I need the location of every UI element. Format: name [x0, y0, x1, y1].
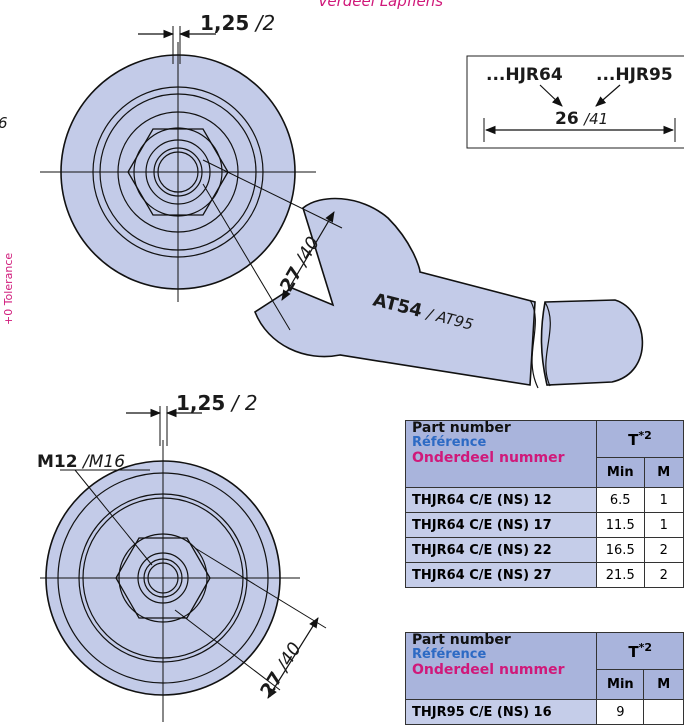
max-cell: 1	[643, 487, 684, 513]
t-header: T*2	[596, 632, 684, 670]
ref-right-label: ...HJR95	[596, 65, 673, 85]
part-number-fr: Référence	[412, 435, 487, 450]
thread-label: M12	[37, 452, 78, 472]
max-cell	[643, 699, 684, 725]
min-cell: 11.5	[595, 512, 645, 538]
part-number-header: Part number Référence Onderdeel nummer	[404, 632, 598, 700]
bottom-nut-assembly	[40, 406, 327, 722]
min-cell: 16.5	[595, 537, 645, 563]
part-number-nl: Onderdeel nummer	[412, 662, 565, 678]
min-cell: 6.5	[595, 487, 645, 513]
svg-text:27 /40: 27 /40	[256, 639, 305, 701]
ref-dim-label: 26	[555, 109, 579, 129]
top-gap-alt-label: /2	[254, 11, 275, 35]
table-row: THJR64 C/E (NS) 22 16.5 2	[405, 537, 684, 563]
table-row: THJR64 C/E (NS) 27 21.5 2	[405, 562, 684, 588]
reference-box-drawing	[466, 55, 684, 149]
bottom-across-flats-label: 27	[256, 668, 287, 700]
top-gap-label: 1,25	[200, 11, 249, 35]
part-cell: THJR64 C/E (NS) 17	[405, 512, 597, 538]
svg-text:27 /40: 27 /40	[276, 233, 324, 295]
svg-text:M12 /M16: M12 /M16	[37, 452, 125, 472]
ref-left-label: ...HJR64	[486, 65, 563, 85]
min-header: Min	[596, 669, 645, 700]
max-header: M	[643, 457, 684, 488]
part-number-fr: Référence	[412, 647, 487, 662]
max-cell: 2	[643, 562, 684, 588]
max-header: M	[643, 669, 684, 700]
part-cell: THJR64 C/E (NS) 12	[405, 487, 597, 513]
part-number-nl: Onderdeel nummer	[412, 450, 565, 466]
t-header: T*2	[595, 420, 684, 458]
max-cell: 2	[643, 537, 684, 563]
svg-text:1,25 /2: 1,25 /2	[200, 11, 275, 35]
part-cell: THJR64 C/E (NS) 27	[405, 562, 597, 588]
t-label: T	[628, 431, 639, 449]
max-cell: 1	[643, 512, 684, 538]
side-tolerance-note: +0 Tolerance	[2, 253, 15, 325]
header-fragment: Verdeel Lapflens	[318, 0, 443, 10]
top-across-flats-label: 27	[276, 263, 307, 295]
svg-text:26 /41: 26 /41	[555, 109, 608, 129]
table-row: THJR95 C/E (NS) 16 9	[404, 699, 684, 725]
t-superscript: *2	[638, 429, 652, 442]
t-label: T	[628, 643, 639, 661]
ref-dim-alt-label: /41	[582, 110, 608, 128]
t-superscript: *2	[638, 641, 652, 654]
bottom-gap-alt-label: / 2	[230, 391, 258, 415]
svg-text:1,25 / 2: 1,25 / 2	[176, 391, 258, 415]
part-number-en: Part number	[412, 420, 511, 436]
bottom-gap-label: 1,25	[176, 391, 225, 415]
wrench	[254, 197, 644, 389]
side-number: 6	[0, 114, 8, 132]
min-header: Min	[595, 457, 645, 488]
min-cell: 21.5	[595, 562, 645, 588]
table-row: THJR64 C/E (NS) 12 6.5 1	[405, 487, 684, 513]
parts-table-hjr64: Part number Référence Onderdeel nummer T…	[405, 420, 684, 588]
thread-alt-label: /M16	[81, 452, 125, 472]
parts-table-hjr95: Part number Référence Onderdeel nummer T…	[404, 632, 684, 725]
table-row: THJR64 C/E (NS) 17 11.5 1	[405, 512, 684, 538]
part-number-en: Part number	[412, 632, 511, 648]
min-cell: 9	[596, 699, 645, 725]
part-cell: THJR64 C/E (NS) 22	[405, 537, 597, 563]
top-nut-assembly	[40, 26, 644, 389]
part-number-header: Part number Référence Onderdeel nummer	[405, 420, 597, 488]
part-cell: THJR95 C/E (NS) 16	[404, 699, 598, 725]
